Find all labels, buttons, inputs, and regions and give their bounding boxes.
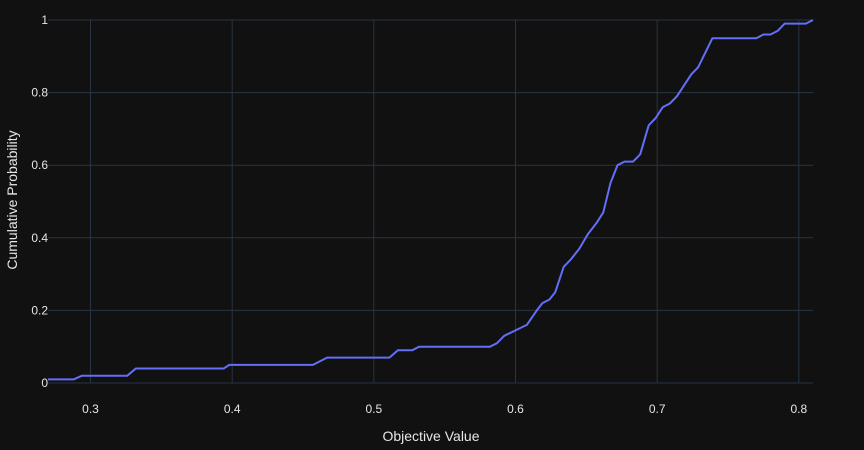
x-tick-label: 0.6 [507, 402, 524, 416]
x-tick-label: 0.3 [82, 402, 99, 416]
y-tick-label: 0.2 [31, 303, 48, 317]
grid-lines [48, 19, 813, 384]
y-tick-label: 1 [41, 13, 48, 27]
cdf-series-line [48, 19, 814, 381]
x-axis-title: Objective Value [382, 428, 479, 444]
y-tick-label: 0 [41, 376, 48, 390]
y-tick-label: 0.4 [31, 231, 48, 245]
x-tick-labels: 0.3 0.4 0.5 0.6 0.7 0.8 [82, 402, 807, 416]
y-tick-label: 0.6 [31, 158, 48, 172]
x-tick-label: 0.5 [365, 402, 382, 416]
x-tick-label: 0.7 [649, 402, 666, 416]
x-tick-label: 0.8 [790, 402, 807, 416]
y-tick-label: 0.8 [31, 86, 48, 100]
series-layer [48, 19, 814, 381]
x-tick-label: 0.4 [224, 402, 241, 416]
y-tick-labels: 0 0.2 0.4 0.6 0.8 1 [31, 13, 48, 390]
y-axis-title: Cumulative Probability [4, 130, 20, 269]
